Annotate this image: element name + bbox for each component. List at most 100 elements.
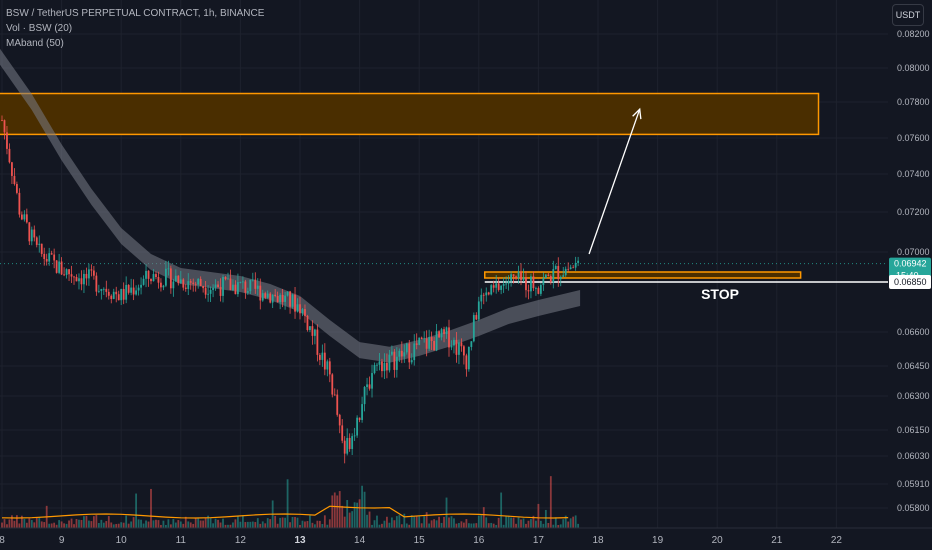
volume-bar	[274, 515, 277, 528]
volume-bar	[202, 520, 205, 528]
volume-bar	[326, 524, 329, 528]
volume-bar	[306, 521, 309, 528]
volume-bar	[408, 524, 411, 528]
candle-body	[408, 343, 411, 363]
candle-body	[85, 273, 88, 279]
volume-bar	[130, 521, 133, 528]
candle-body	[346, 437, 349, 454]
candle-body	[16, 184, 18, 193]
candle-body	[525, 277, 527, 291]
volume-bar	[95, 515, 98, 528]
candle-body	[497, 283, 500, 290]
maband-indicator-label[interactable]: MAband (50)	[6, 38, 64, 49]
volume-bar	[194, 518, 197, 528]
candle-body	[1, 120, 3, 121]
candle-body	[552, 269, 555, 283]
candle-body	[482, 294, 485, 296]
candle-body	[110, 295, 113, 299]
volume-bar	[135, 493, 137, 528]
candle-body	[395, 356, 398, 370]
price-tick-label: 0.05800	[897, 503, 930, 513]
price-axis[interactable]: 0.08200 0.08000 0.07800 0.07600 0.07400 0.072…	[888, 0, 932, 528]
volume-bar	[177, 520, 180, 528]
volume-bar	[214, 518, 217, 528]
candle-body	[122, 288, 125, 300]
candle-body	[510, 274, 512, 281]
volume-bar	[261, 521, 264, 528]
candle-body	[549, 275, 552, 283]
candle-body	[224, 277, 227, 280]
candle-body	[70, 274, 73, 277]
volume-bar	[512, 517, 515, 528]
candle-body	[142, 278, 145, 285]
candle-body	[517, 271, 520, 279]
projection-arrow	[588, 108, 641, 255]
symbol-title[interactable]: BSW / TetherUS PERPETUAL CONTRACT, 1h, B…	[6, 8, 265, 19]
volume-bar	[507, 515, 510, 528]
volume-bar	[184, 516, 187, 528]
volume-bar	[8, 519, 11, 528]
volume-bar	[239, 521, 242, 528]
candle-body	[572, 267, 575, 269]
time-tick-label: 19	[652, 535, 664, 546]
candle-body	[532, 276, 535, 289]
volume-ma-line	[1, 505, 569, 519]
candle-body	[192, 282, 195, 284]
candle-body	[43, 253, 46, 260]
candle-body	[281, 294, 284, 302]
candle-body	[23, 214, 26, 220]
volume-bar	[378, 524, 381, 528]
candle-body	[145, 270, 147, 279]
candle-body	[28, 222, 31, 242]
time-tick-label: 22	[831, 535, 843, 546]
volume-bar	[294, 516, 296, 528]
volume-bar	[90, 521, 93, 528]
currency-unit-button[interactable]: USDT	[892, 4, 924, 26]
time-tick-label: 20	[712, 535, 724, 546]
volume-bar	[137, 519, 140, 528]
volume-bar	[251, 521, 254, 528]
volume-bar	[440, 522, 443, 528]
candle-body	[455, 339, 458, 355]
candle-body	[338, 414, 341, 426]
volume-bar	[23, 518, 26, 528]
volume-bar	[321, 524, 324, 528]
candle-body	[343, 440, 346, 454]
volume-bar	[160, 524, 162, 528]
volume-bar	[11, 515, 13, 528]
volume-bar	[311, 522, 314, 528]
candle-body	[48, 253, 51, 262]
candle-body	[264, 293, 267, 298]
volume-bar	[480, 515, 483, 528]
candle-body	[147, 270, 150, 279]
candle-body	[135, 290, 137, 295]
volume-bar	[291, 517, 294, 528]
candle-body	[381, 361, 383, 372]
volume-bar	[284, 517, 286, 528]
volume-bar	[460, 521, 463, 528]
candle-body	[557, 266, 560, 280]
volume-bar	[564, 515, 567, 528]
candle-body	[512, 274, 515, 277]
volume-indicator-label[interactable]: Vol · BSW (20)	[6, 23, 73, 34]
volume-bar	[244, 522, 247, 528]
time-axis[interactable]: 8 9 10 11 12 13 14 15 16 17 18 19 20 21 22	[0, 527, 932, 550]
volume-bar	[172, 519, 175, 528]
candle-body	[40, 243, 43, 254]
candle-body	[165, 268, 167, 286]
volume-bar	[314, 524, 316, 528]
volume-bar	[169, 524, 172, 528]
candle-body	[90, 269, 93, 271]
candle-body	[480, 294, 483, 302]
time-tick-label: 17	[533, 535, 545, 546]
candle-body	[358, 417, 361, 420]
volume-bar	[234, 519, 237, 528]
volume-bar	[487, 523, 490, 528]
volume-bar	[443, 516, 445, 528]
volume-bar	[48, 523, 51, 528]
volume-bar	[75, 518, 78, 528]
candle-body	[38, 243, 41, 245]
candle-body	[453, 339, 455, 346]
volume-bar	[249, 521, 252, 528]
